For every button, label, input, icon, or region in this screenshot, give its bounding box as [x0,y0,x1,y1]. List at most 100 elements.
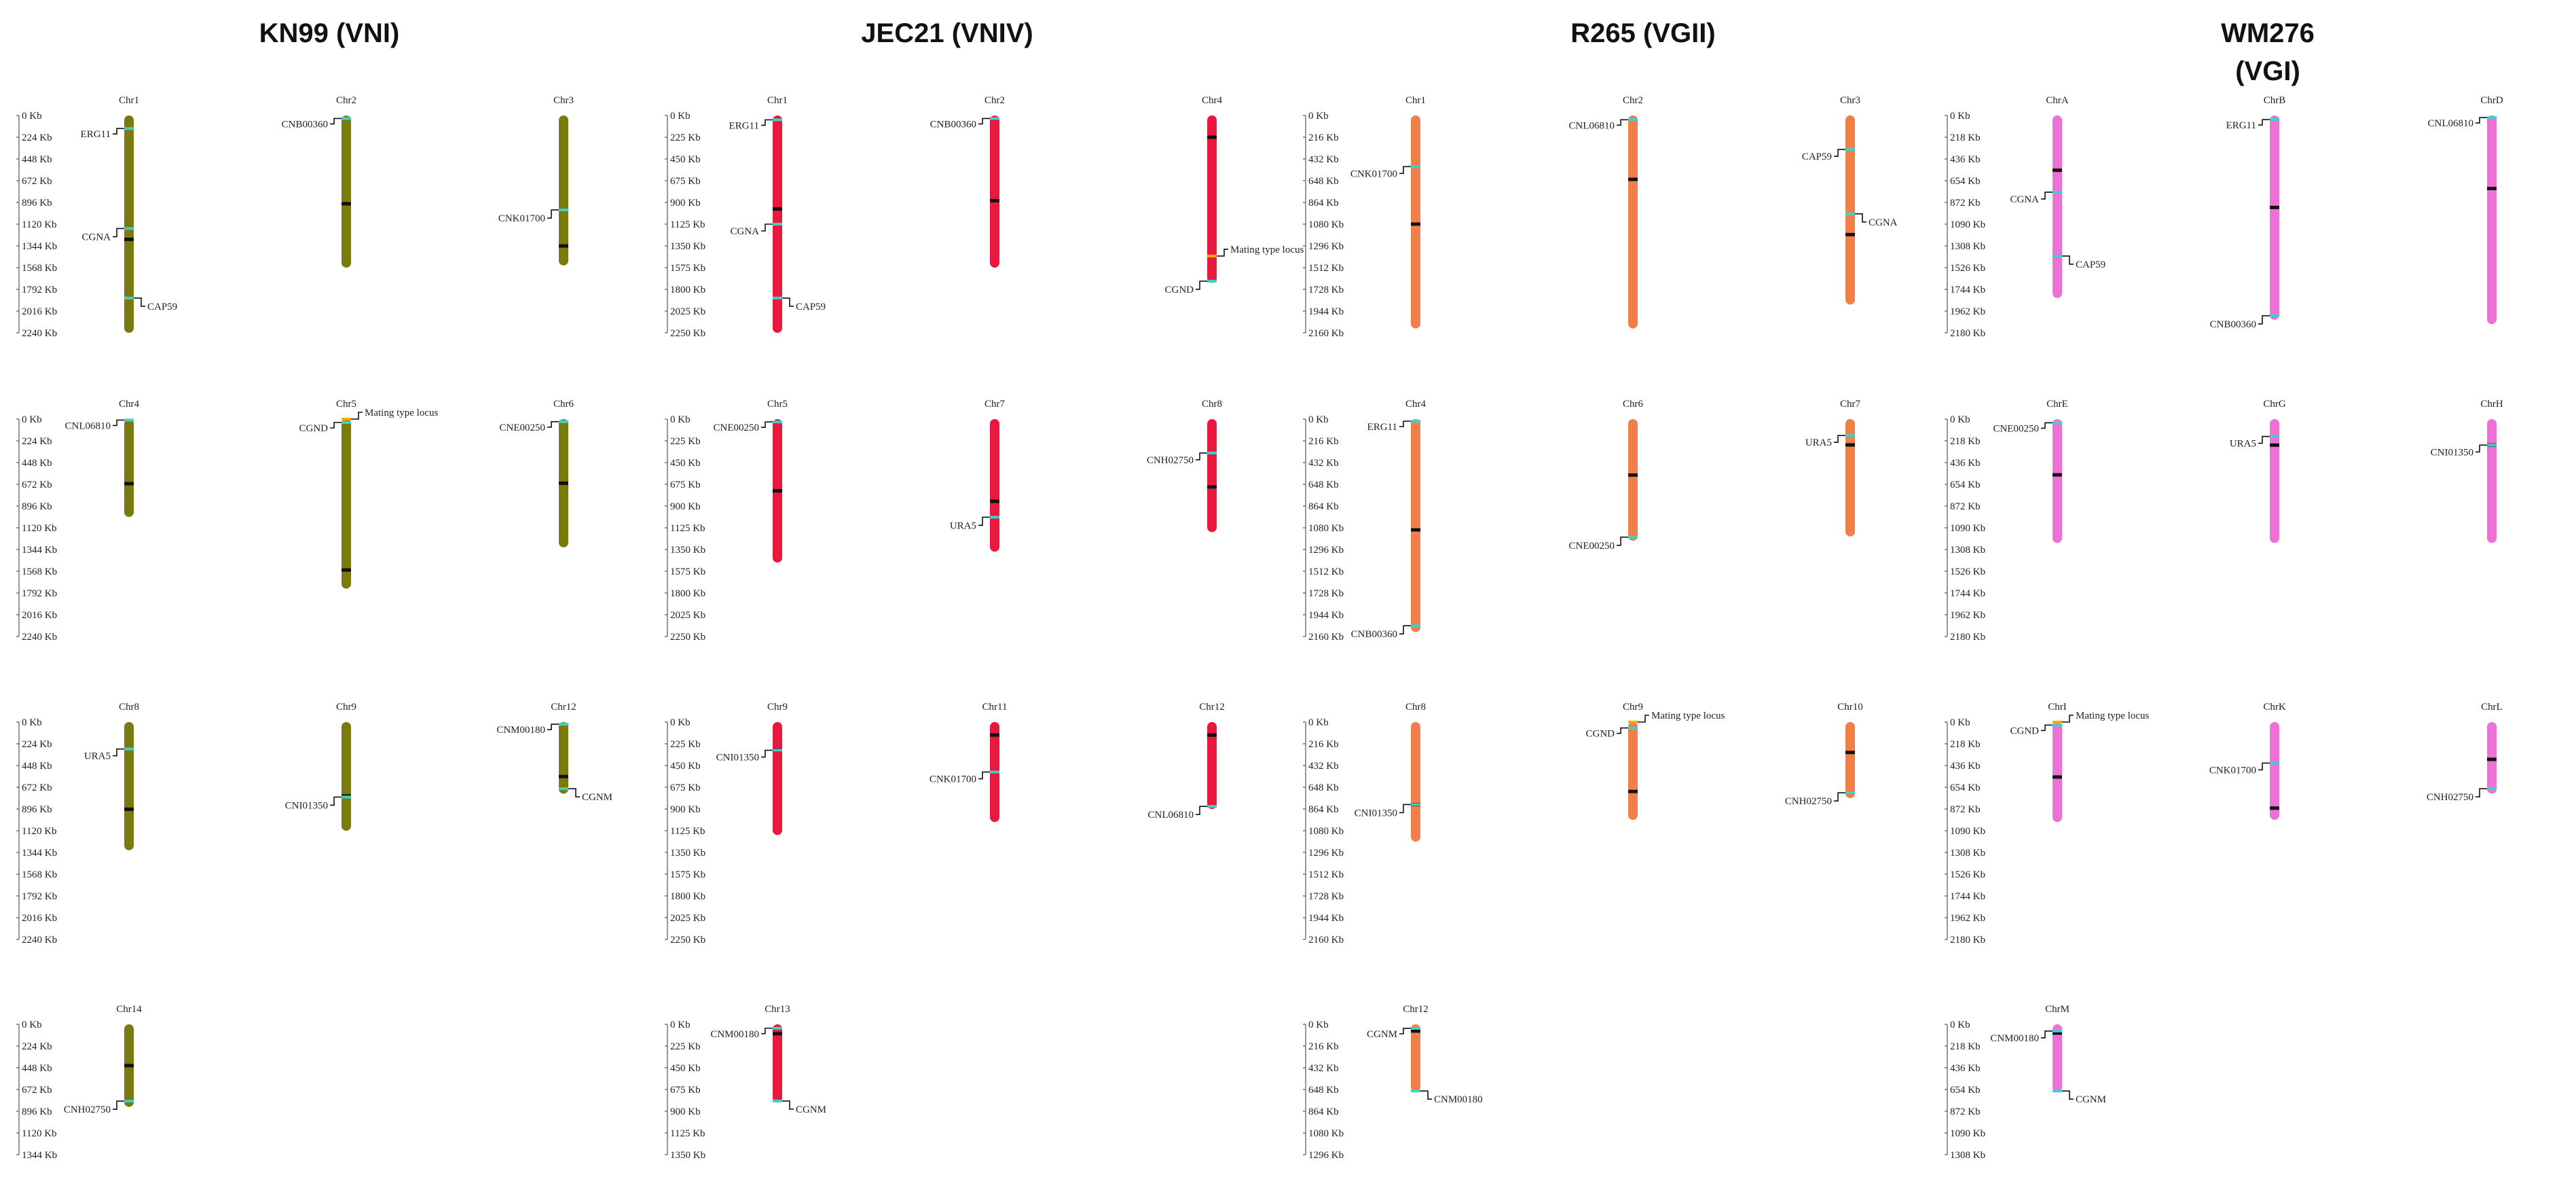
marker-band [2053,254,2062,257]
marker-band [990,516,999,519]
chromosome-body [2053,1024,2062,1092]
scale-tick-label: 2250 Kb [670,632,705,643]
chromosome-label: Chr8 [1202,399,1222,410]
scale-tick-label: 1512 Kb [1308,566,1344,577]
centromere-mark [2487,187,2497,191]
chromosome-label: Chr4 [119,399,140,410]
marker-leader-line [978,118,990,125]
marker-leader-line [330,118,342,125]
scale-tick-label: 1125 Kb [670,1128,705,1139]
centromere-mark [124,237,134,241]
scale-tick-label: 864 Kb [1308,804,1339,815]
marker-label-cnh02750: CNH02750 [1147,455,1194,466]
scale-tick-label: 1120 Kb [22,1128,57,1139]
scale-tick-label: 2250 Kb [670,328,705,339]
marker-label-ura5: URA5 [950,520,976,531]
chromosome-chrl: ChrL CNH02750 [2427,702,2503,803]
centromere-mark [2053,1031,2062,1035]
marker-band [2053,721,2062,723]
marker-band [342,418,351,420]
scale-tick-label: 1962 Kb [1950,306,1985,317]
chromosome-body [1628,419,1638,541]
scale-tick-label: 216 Kb [1308,132,1339,143]
chromosome-chr9: Chr9 CGND Mating type locus [1585,702,1725,820]
chromosome-chr13: Chr13 CNM00180 CGNM [710,1004,826,1115]
marker-band [1845,791,1855,795]
centromere-mark [1628,473,1638,477]
marker-leader-line [330,796,342,806]
strain-title: R265 (VGII) [1570,18,1715,48]
marker-label-cnk01700: CNK01700 [930,774,976,785]
centromere-mark [1411,528,1420,532]
scale-tick-label: 448 Kb [22,458,52,469]
marker-label-cgna: CGNA [730,226,759,237]
scale-tick-label: 1080 Kb [1308,826,1344,837]
marker-band [1628,535,1638,539]
marker-label-cgnd: CGND [299,423,328,434]
scale-tick-label: 436 Kb [1950,458,1981,469]
chromosome-body [124,722,134,850]
scale-tick-label: 0 Kb [670,717,691,728]
marker-band [1207,451,1217,454]
marker-leader-line [2062,715,2074,723]
scale-tick-label: 1125 Kb [670,219,705,230]
chromosome-label: Chr4 [1405,399,1427,410]
marker-label-cnm00180: CNM00180 [710,1029,759,1040]
marker-band [2487,787,2497,791]
chromosome-chr7: Chr7 URA5 [1805,399,1861,537]
scale-tick-label: 900 Kb [670,804,701,815]
marker-band [1411,1026,1420,1030]
scale-tick-label: 1344 Kb [22,545,57,556]
marker-label-cgnd: CGND [1585,729,1615,740]
chromosome-body [342,722,351,831]
marker-leader-line [2041,724,2053,732]
marker-label-cnk01700: CNK01700 [498,213,545,224]
scale-tick-label: 216 Kb [1308,1041,1339,1052]
marker-band [1207,254,1217,257]
scale-tick-label: 1568 Kb [22,566,57,577]
chromosome-chr5: Chr5 CNE00250 [714,399,788,563]
scale-tick-label: 872 Kb [1950,804,1981,815]
scale-tick-label: 1296 Kb [1308,545,1344,556]
marker-label-ura5: URA5 [1805,437,1832,448]
scale-tick-label: 1344 Kb [22,848,57,859]
chromosome-body [2053,115,2062,298]
marker-band [2053,1090,2062,1093]
marker-band [2270,314,2279,317]
marker-band [773,118,782,122]
chromosome-label: Chr14 [116,1004,142,1015]
chromosome-chr8: Chr8 CNI01350 [1355,702,1426,842]
marker-label-cnh02750: CNH02750 [2427,792,2473,803]
marker-leader-line [1399,166,1411,175]
scale-tick-label: 654 Kb [1950,480,1981,490]
chromosome-chrk: ChrK CNK01700 [2209,702,2286,820]
strain-block-r265: R265 (VGII) 0 Kb 216 Kb 432 Kb 648 Kb 864 Kb 1… [1303,18,1898,1161]
marker-band [124,1100,134,1103]
scale-tick-label: 216 Kb [1308,739,1339,750]
chromosome-chr4: Chr4 ERG11 CNB00360 [1351,399,1427,640]
scale-tick-label: 2160 Kb [1308,328,1344,339]
marker-label-cap59: CAP59 [1802,151,1832,162]
scale-tick-label: 1526 Kb [1950,263,1985,274]
marker-label-erg11: ERG11 [2226,120,2256,131]
marker-label-cnm00180: CNM00180 [496,725,545,736]
scale-tick-label: 1526 Kb [1950,566,1985,577]
chromosome-label: Chr8 [1405,702,1426,713]
chromosome-chr6: Chr6 CNE00250 [1569,399,1644,552]
chromosome-label: Chr2 [985,95,1005,106]
marker-leader-line [978,516,990,526]
marker-band [342,795,351,799]
marker-leader-line [330,422,342,429]
scale-tick-label: 0 Kb [670,111,691,122]
marker-leader-line [2041,192,2053,200]
marker-leader-line [2062,1090,2074,1100]
chromosome-label: Chr2 [336,95,356,106]
scale-tick-label: 900 Kb [670,501,701,512]
scale-tick-label: 864 Kb [1308,198,1339,209]
scale-tick-label: 1344 Kb [22,241,57,252]
centromere-mark [124,807,134,811]
marker-label-ura5: URA5 [84,751,111,762]
scale-tick-label: 2240 Kb [22,328,57,339]
scale-tick-label: 648 Kb [1308,480,1339,490]
chromosome-body [2487,115,2497,325]
